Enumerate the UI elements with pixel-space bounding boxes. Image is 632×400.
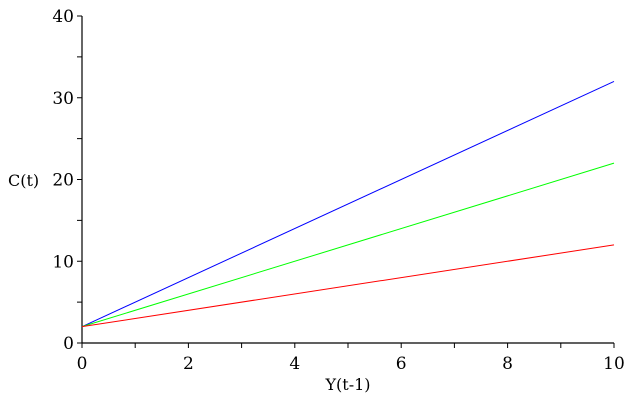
- series-line-3: [81, 244, 615, 328]
- y-tick-label: 10: [52, 252, 74, 272]
- y-tick-label: 40: [52, 7, 74, 27]
- x-tick-label: 8: [502, 354, 513, 374]
- x-tick-label: 6: [396, 354, 407, 374]
- series-line-1: [81, 80, 615, 328]
- tick-labels: 0 2 4 6 8 10 0 10 20 30 40: [52, 7, 624, 374]
- series-lines: [81, 80, 615, 328]
- x-tick-label: 10: [603, 354, 625, 374]
- y-axis-label: C(t): [8, 171, 39, 190]
- series-line-2: [81, 162, 615, 328]
- x-tick-label: 0: [77, 354, 88, 374]
- axes: [77, 15, 615, 348]
- y-tick-label: 30: [52, 89, 74, 109]
- x-tick-label: 2: [183, 354, 194, 374]
- y-tick-label: 0: [63, 334, 74, 354]
- x-axis-label: Y(t-1): [324, 375, 370, 394]
- x-tick-label: 4: [289, 354, 300, 374]
- y-tick-label: 20: [52, 171, 74, 191]
